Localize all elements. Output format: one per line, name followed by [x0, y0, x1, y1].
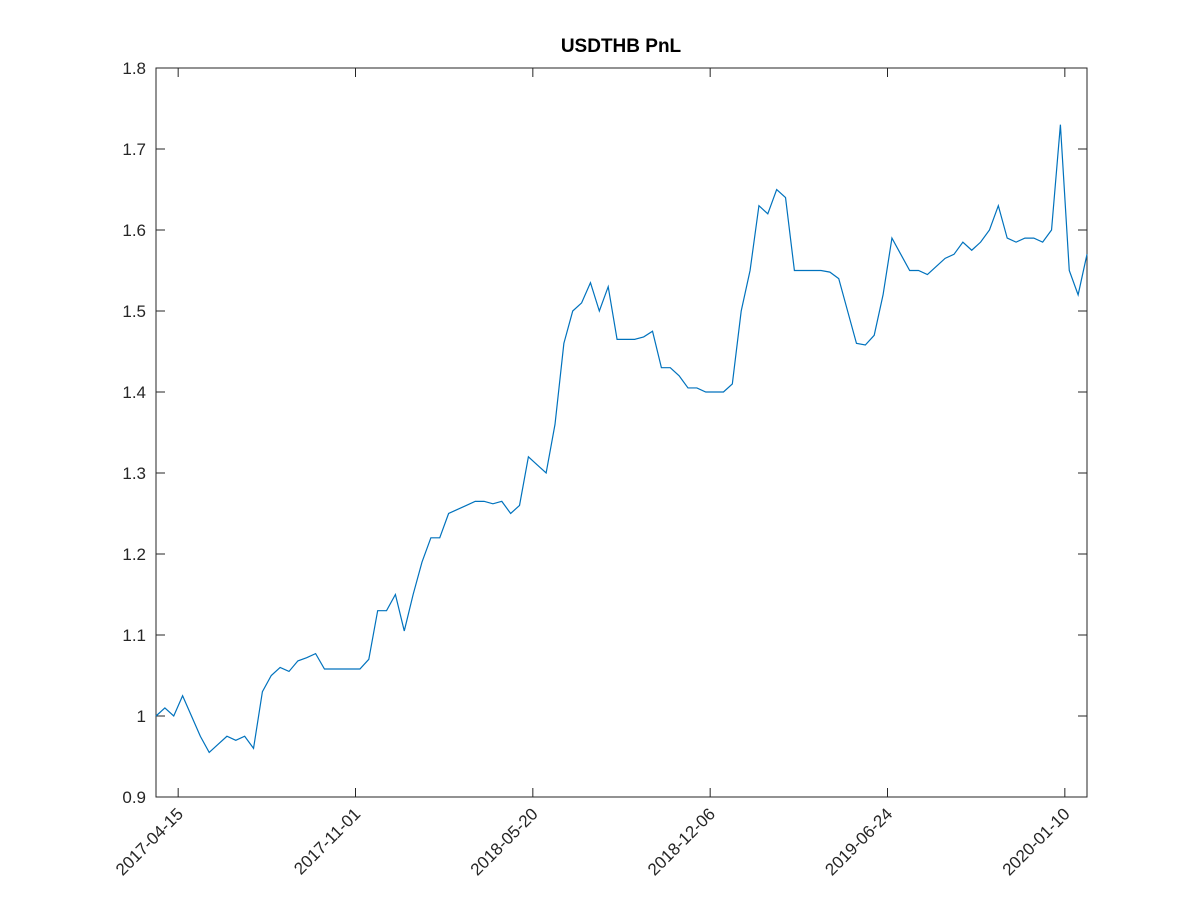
- y-tick-label: 1.6: [122, 221, 146, 240]
- axes-box: [155, 67, 1088, 798]
- x-tick-label: 2018-05-20: [467, 804, 542, 879]
- y-tick-label: 1.7: [122, 140, 146, 159]
- pnl-line: [155, 124, 1088, 754]
- x-tick-label: 2018-12-06: [644, 804, 719, 879]
- y-tick-label: 1.2: [122, 545, 146, 564]
- y-tick-label: 1.8: [122, 59, 146, 78]
- y-tick-label: 0.9: [122, 788, 146, 807]
- x-tick-label: 2017-11-01: [290, 804, 364, 878]
- y-tick-label: 1.3: [122, 464, 146, 483]
- y-tick-label: 1: [137, 707, 146, 726]
- x-tick-label: 2020-01-10: [999, 804, 1074, 879]
- chart-title: USDTHB PnL: [561, 36, 682, 57]
- x-tick-label: 2017-04-15: [112, 804, 187, 879]
- x-tick-label: 2019-06-24: [821, 804, 896, 879]
- y-tick-label: 1.1: [122, 626, 146, 645]
- y-tick-label: 1.4: [122, 383, 146, 402]
- y-tick-label: 1.5: [122, 302, 146, 321]
